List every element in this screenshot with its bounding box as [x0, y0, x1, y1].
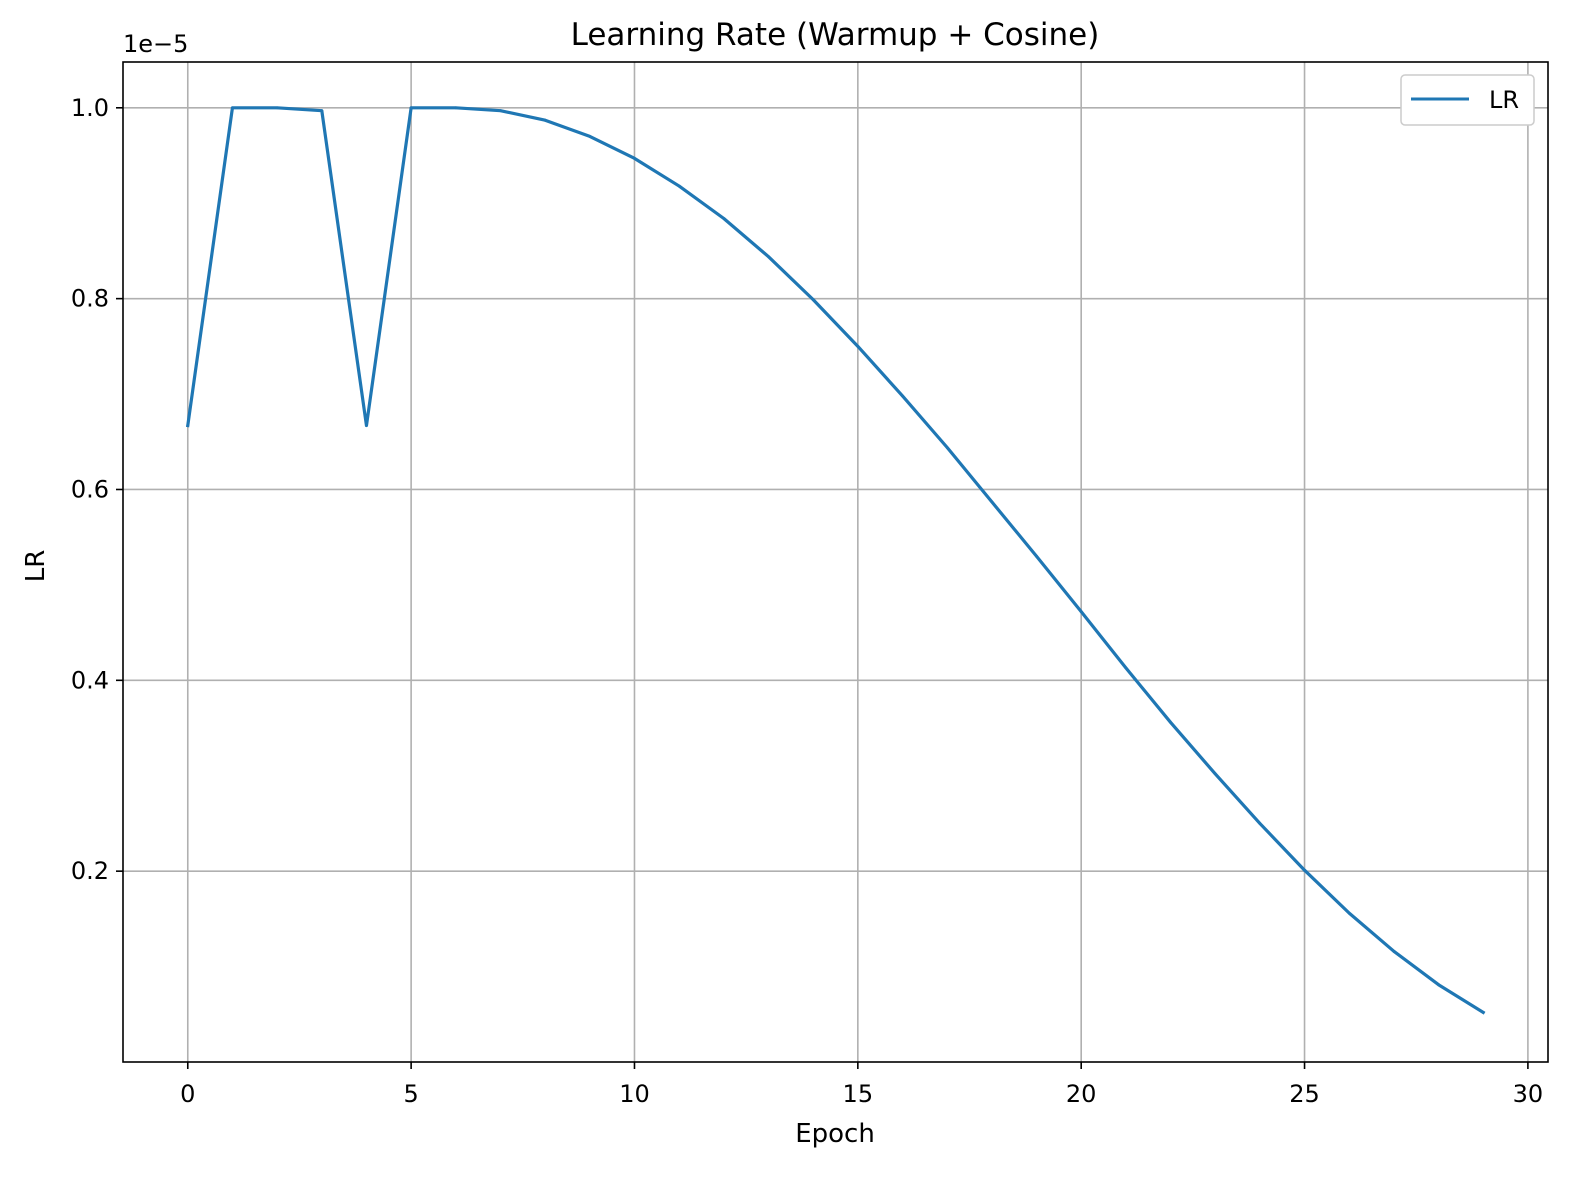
series-line-lr: [185, 106, 1486, 1015]
data-point: [1124, 666, 1128, 670]
y-tick-label: 0.4: [71, 666, 109, 694]
data-point: [856, 344, 860, 348]
data-point: [499, 109, 502, 113]
data-point: [543, 118, 547, 122]
y-tick-label: 1.0: [71, 94, 109, 122]
data-point: [811, 298, 815, 301]
data-point: [588, 135, 592, 138]
data-point: [320, 109, 324, 113]
data-point: [901, 394, 904, 398]
x-tick-label: 0: [180, 1080, 195, 1108]
x-tick-label: 20: [1066, 1080, 1097, 1108]
data-point: [722, 217, 726, 220]
data-point: [1392, 949, 1396, 953]
x-tick-label: 30: [1513, 1080, 1544, 1108]
data-point: [231, 106, 234, 110]
data-point: [633, 156, 636, 160]
data-point: [409, 106, 413, 110]
data-point: [365, 424, 368, 427]
data-point: [1079, 610, 1083, 614]
x-tick-label: 10: [619, 1080, 650, 1108]
y-axis-label: LR: [21, 550, 51, 583]
grid-lines: [123, 62, 1548, 1062]
data-point: [1481, 1010, 1485, 1014]
plot-frame: [122, 61, 1549, 1063]
legend: LR: [1400, 74, 1535, 126]
data-point: [1035, 554, 1038, 558]
data-point: [186, 424, 190, 427]
data-point: [1303, 868, 1306, 872]
chart-title: Learning Rate (Warmup + Cosine): [571, 17, 1100, 53]
data-point: [677, 184, 681, 188]
data-point: [1347, 911, 1351, 915]
data-point: [1213, 772, 1217, 776]
x-tick-label: 15: [843, 1080, 874, 1108]
y-offset-label: 1e−5: [123, 30, 188, 58]
x-axis-label: Epoch: [795, 1119, 875, 1149]
axis-ticks: 0 5 10 15 20 25 30 0.2 0.4 0.6 0.8 1.0: [71, 94, 1543, 1108]
data-point: [1437, 983, 1440, 987]
data-point: [454, 106, 458, 110]
data-point: [767, 255, 770, 259]
x-tick-label: 5: [403, 1080, 418, 1108]
legend-label-lr: LR: [1489, 86, 1519, 114]
data-point: [1169, 720, 1172, 724]
data-point: [1258, 822, 1262, 825]
series-layer: [185, 106, 1486, 1015]
data-point: [945, 446, 949, 449]
data-point: [275, 106, 279, 110]
y-tick-label: 0.6: [71, 475, 109, 503]
y-tick-label: 0.8: [71, 285, 109, 313]
data-point: [990, 500, 994, 504]
y-tick-label: 0.2: [71, 857, 109, 885]
x-tick-label: 25: [1289, 1080, 1320, 1108]
